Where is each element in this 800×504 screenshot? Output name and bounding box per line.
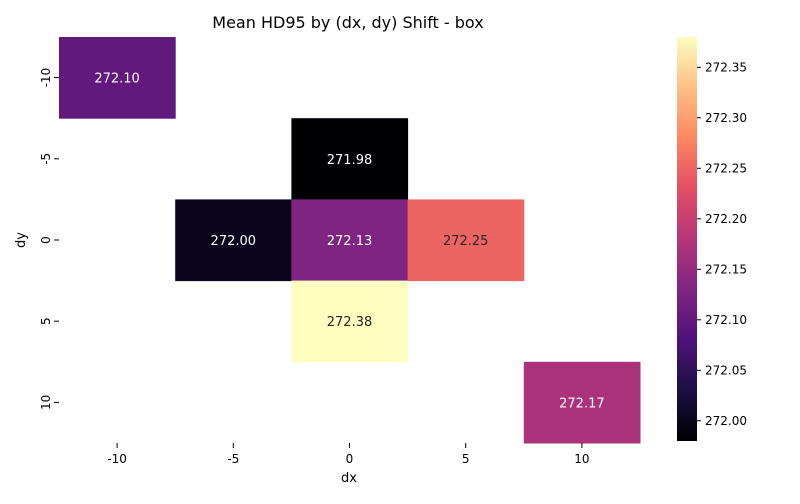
y-tick-label: 10 xyxy=(39,395,53,410)
x-tick-label: -10 xyxy=(107,452,127,466)
colorbar-tick-label: 272.15 xyxy=(705,262,747,276)
x-tick-label: 0 xyxy=(346,452,354,466)
y-tick-label: 5 xyxy=(39,317,53,325)
colorbar-tick-label: 272.30 xyxy=(705,111,747,125)
heatmap-cells: 272.10 271.98 272.00 272.13 272.25 272.38 272.… xyxy=(59,37,641,444)
heatmap-cell xyxy=(291,118,409,200)
y-tick-label: -5 xyxy=(39,153,53,165)
x-tick-label: 10 xyxy=(574,452,589,466)
cell-value-label: 272.25 xyxy=(443,234,489,249)
heatmap-cell xyxy=(59,37,176,119)
heatmap-cell xyxy=(523,361,641,444)
cell-value-label: 272.10 xyxy=(94,72,140,87)
colorbar-tick-label: 272.05 xyxy=(705,363,747,377)
heatmap-cell xyxy=(291,280,409,363)
colorbar-tick-label: 272.25 xyxy=(705,161,747,175)
y-axis: -10 -5 0 5 10 xyxy=(39,68,59,410)
colorbar: 272.00 272.05 272.10 272.15 272.20 272.25 272.… xyxy=(677,37,747,441)
heatmap-cell xyxy=(291,199,409,282)
x-axis-label: dx xyxy=(341,471,357,486)
x-axis: -10 -5 0 5 10 xyxy=(107,443,590,466)
heatmap-cell xyxy=(175,199,292,282)
colorbar-tick-label: 272.35 xyxy=(705,60,747,74)
colorbar-tick-label: 272.20 xyxy=(705,212,747,226)
y-tick-label: 0 xyxy=(39,236,53,244)
cell-value-label: 272.00 xyxy=(211,234,257,249)
heatmap-cell xyxy=(407,199,525,282)
chart-title: Mean HD95 by (dx, dy) Shift - box xyxy=(212,13,483,32)
colorbar-tick-label: 272.00 xyxy=(705,414,747,428)
colorbar-tick-label: 272.10 xyxy=(705,313,747,327)
x-tick-label: -5 xyxy=(227,452,239,466)
cell-value-label: 272.13 xyxy=(327,234,373,249)
cell-value-label: 271.98 xyxy=(327,153,373,168)
y-axis-label: dy xyxy=(14,232,29,248)
colorbar-gradient xyxy=(677,37,697,441)
cell-value-label: 272.17 xyxy=(559,396,605,411)
x-tick-label: 5 xyxy=(462,452,470,466)
cell-value-label: 272.38 xyxy=(327,315,373,330)
y-tick-label: -10 xyxy=(39,68,53,88)
